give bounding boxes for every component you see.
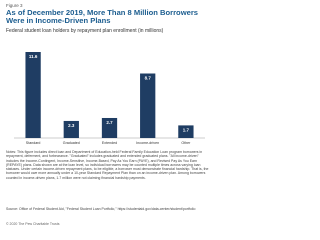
source: Source: Office of Federal Student Aid, "… xyxy=(6,207,196,211)
x-tick-label: Income-driven xyxy=(136,141,159,145)
x-tick-label: Extended xyxy=(102,141,117,145)
notes: Notes: This figure includes direct loan … xyxy=(6,150,209,180)
x-tick-label: Graduated xyxy=(63,141,80,145)
value-label: 8.7 xyxy=(145,76,152,81)
bar xyxy=(101,117,118,138)
x-tick-label: Standard xyxy=(26,141,41,145)
figure: Figure 3 As of December 2019, More Than … xyxy=(6,3,209,226)
value-label: 1.7 xyxy=(183,127,190,132)
chart: Standard 11.6 Graduated 2.3 Extended 2.7 Incom… xyxy=(14,52,205,145)
x-tick-label: Other xyxy=(181,141,191,145)
bar xyxy=(63,120,79,138)
copyright: © 2020 The Pew Charitable Trusts xyxy=(6,222,60,226)
value-label: 2.3 xyxy=(68,123,75,128)
bar xyxy=(178,125,194,138)
bar xyxy=(140,73,156,138)
bar xyxy=(25,52,41,138)
chart-title: As of December 2019, More Than 8 Million… xyxy=(6,8,199,26)
chart-subtitle: Federal student loan holders by repaymen… xyxy=(6,28,164,34)
value-label: 2.7 xyxy=(106,120,113,125)
figure-label: Figure 3 xyxy=(6,3,23,8)
value-label: 11.6 xyxy=(29,54,38,59)
